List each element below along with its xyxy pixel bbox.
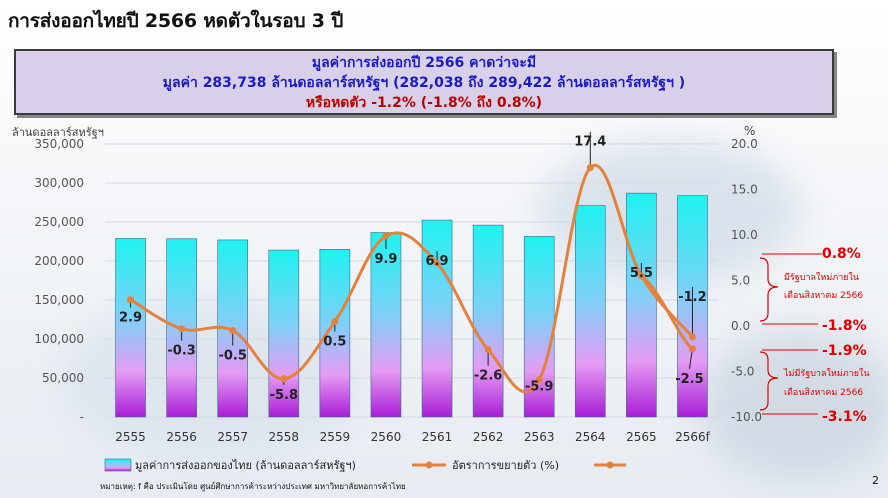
y-tick-right: 15.0 — [731, 183, 758, 197]
bar — [319, 249, 351, 418]
x-tick-label: 2557 — [217, 430, 248, 444]
y-tick-right: 0.0 — [731, 319, 750, 333]
growth-point — [535, 376, 543, 384]
x-tick-label: 2562 — [473, 430, 504, 444]
y-tick-left: 50,000 — [42, 371, 84, 385]
legend-label-line: อัตราการขยายตัว (%) — [452, 459, 559, 472]
growth-point — [331, 317, 339, 325]
y-tick-left: 100,000 — [34, 332, 84, 346]
bar — [523, 236, 555, 418]
growth-point — [637, 272, 645, 280]
data-label: 17.4 — [574, 135, 606, 150]
lower-scenario-text-1: ไม่มีรัฐบาลใหม่ภายใน — [783, 368, 870, 379]
y-tick-right: 10.0 — [731, 228, 758, 242]
growth-point — [127, 296, 135, 304]
lower-scenario-text-2: เดือนสิงหาคม 2566 — [784, 387, 863, 398]
x-tick-label: 2559 — [320, 430, 351, 444]
y-tick-left: 250,000 — [34, 215, 84, 229]
data-label-alt: -2.5 — [675, 372, 703, 387]
growth-point — [229, 327, 237, 335]
bar — [370, 232, 402, 418]
y-tick-right: -10.0 — [731, 410, 762, 424]
x-tick-label: 2564 — [575, 430, 606, 444]
bar — [421, 219, 453, 418]
growth-point — [178, 325, 186, 333]
x-tick-label: 2566f — [675, 430, 711, 444]
y-tick-left: 350,000 — [34, 137, 84, 151]
legend-marker-line — [425, 461, 433, 469]
lower-range-high: -1.9% — [822, 343, 867, 359]
upper-scenario-text-1: มีรัฐบาลใหม่ภายใน — [784, 272, 859, 283]
data-label: 6.9 — [426, 254, 449, 269]
upper-scenario-text-2: เดือนสิงหาคม 2566 — [784, 290, 863, 301]
data-label: 2.9 — [119, 311, 142, 326]
data-label: 9.9 — [374, 252, 397, 267]
page-title: การส่งออกไทยปี 2566 หดตัวในรอบ 3 ปี — [8, 10, 344, 32]
growth-line — [129, 163, 694, 394]
data-label: -0.5 — [218, 349, 246, 364]
data-label: -1.2 — [678, 290, 706, 305]
data-label: 0.5 — [323, 334, 346, 349]
upper-bracket — [759, 257, 779, 322]
y-tick-left: 200,000 — [34, 254, 84, 268]
x-tick-label: 2555 — [115, 430, 146, 444]
data-label: -5.9 — [525, 380, 553, 395]
growth-point — [433, 259, 441, 267]
legend-swatch-bar — [104, 458, 132, 472]
upper-range-high: 0.8% — [822, 246, 861, 262]
bar — [472, 224, 504, 418]
data-label: 5.5 — [630, 266, 653, 281]
growth-point — [586, 164, 594, 172]
upper-bracket-arms — [762, 253, 822, 325]
growth-point — [688, 333, 696, 341]
y-tick-left: - — [80, 410, 84, 424]
x-tick-label: 2565 — [626, 430, 657, 444]
y-tick-left: 300,000 — [34, 176, 84, 190]
bar — [574, 205, 606, 418]
bar — [626, 192, 657, 418]
legend-label-bar: มูลค่าการส่งออกของไทย (ล้านดอลลาร์สหรัฐฯ… — [135, 459, 356, 472]
lower-bracket-arms — [762, 349, 818, 415]
x-tick-label: 2563 — [524, 430, 555, 444]
lower-bracket — [759, 351, 779, 411]
bar — [268, 249, 300, 418]
x-tick-label: 2556 — [166, 430, 197, 444]
page-number: 2 — [872, 474, 879, 487]
y-tick-right: -5.0 — [731, 365, 754, 379]
growth-point — [280, 375, 288, 383]
lower-range-low: -3.1% — [822, 409, 867, 425]
growth-point — [382, 232, 390, 240]
upper-range-low: -1.8% — [822, 318, 867, 334]
y-axis-label-right: % — [744, 124, 755, 138]
footnote: หมายเหตุ: f คือ ประเมินโดย ศูนย์ศึกษาการ… — [100, 482, 406, 491]
y-axis-label-left: ล้านดอลลาร์สหรัฐฯ — [12, 126, 104, 139]
x-tick-label: 2561 — [422, 430, 453, 444]
x-tick-label: 2558 — [269, 430, 300, 444]
growth-point — [484, 346, 492, 354]
bar — [115, 238, 146, 418]
data-label: -0.3 — [167, 344, 195, 359]
growth-point-alt — [688, 345, 696, 353]
y-tick-right: 20.0 — [731, 137, 758, 151]
growth-line-alt — [640, 274, 694, 350]
summary-line-1: มูลค่าการส่งออกปี 2566 คาดว่าจะมี — [311, 55, 537, 71]
summary-box: มูลค่าการส่งออกปี 2566 คาดว่าจะมี มูลค่า… — [14, 49, 834, 115]
legend-marker-line-2 — [606, 461, 614, 469]
x-tick-label: 2560 — [371, 430, 402, 444]
data-label: -2.6 — [474, 369, 502, 384]
summary-line-3: หรือหดตัว -1.2% (-1.8% ถึง 0.8%) — [305, 95, 543, 111]
y-tick-right: 5.0 — [731, 274, 750, 288]
y-tick-left: 150,000 — [34, 293, 84, 307]
summary-line-2: มูลค่า 283,738 ล้านดอลลาร์สหรัฐฯ (282,03… — [162, 75, 686, 91]
data-label: -5.8 — [270, 388, 298, 403]
